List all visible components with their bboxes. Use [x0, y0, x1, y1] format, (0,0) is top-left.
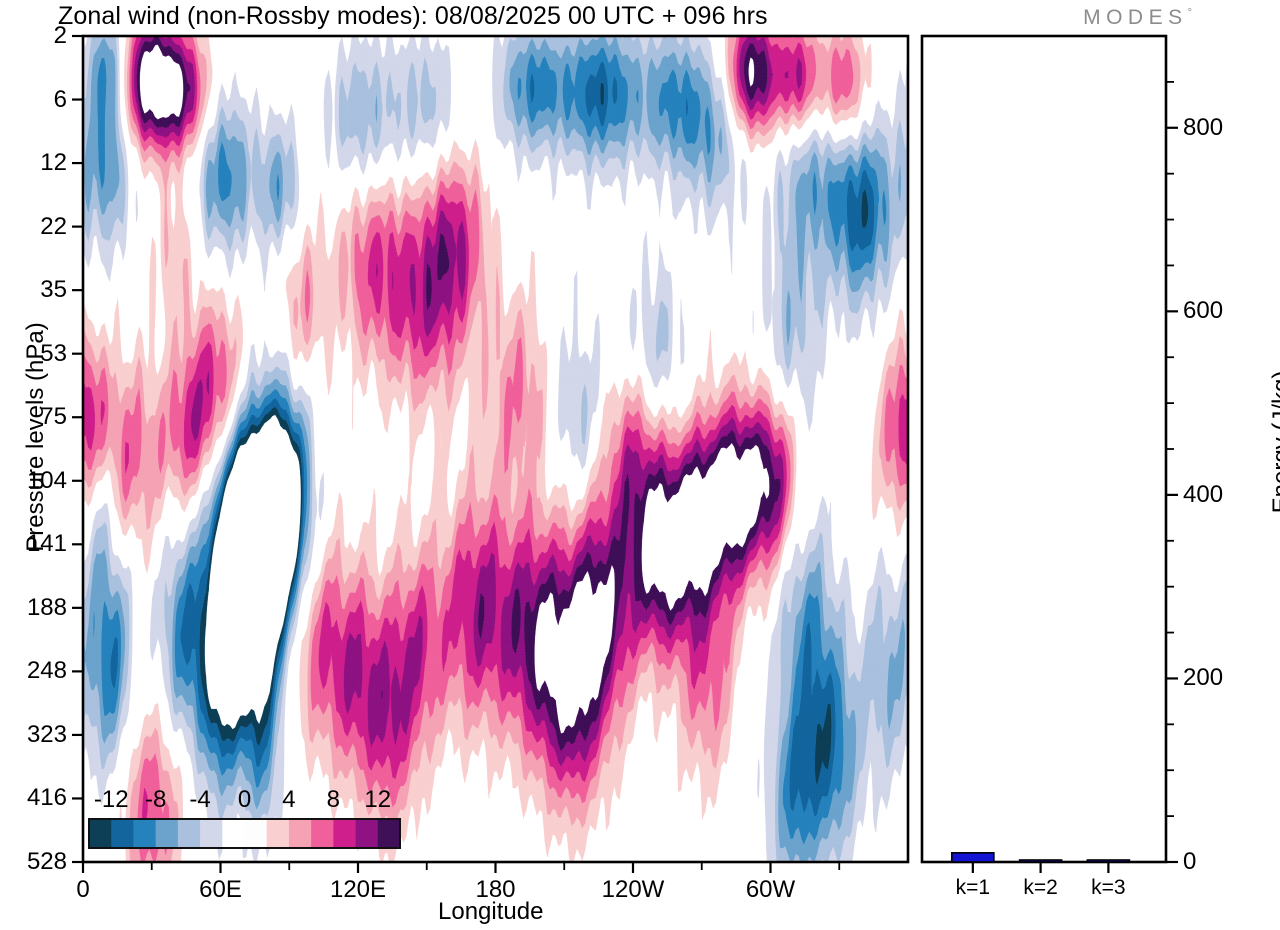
x-tick-label: 120W	[573, 876, 693, 904]
y-tick-label: 416	[0, 784, 67, 812]
y-tick-label: 141	[0, 530, 67, 558]
y-tick-label: 75	[0, 403, 67, 431]
y-tick-label: 53	[0, 340, 67, 368]
y-tick-label: 323	[0, 721, 67, 749]
colorbar-cell	[245, 819, 268, 848]
colorbar-cell	[333, 819, 356, 848]
colorbar-cell	[356, 819, 379, 848]
colorbar-cell	[222, 819, 245, 848]
energy-tick-label: 400	[1183, 481, 1223, 509]
energy-bar	[952, 853, 994, 862]
x-tick-label: 120E	[298, 876, 418, 904]
colorbar-cell	[156, 819, 179, 848]
x-tick-label: 60E	[161, 876, 281, 904]
energy-bar	[1087, 860, 1129, 862]
y-tick-label: 248	[0, 657, 67, 685]
y-tick-label: 528	[0, 848, 67, 876]
energy-tick-label: 200	[1183, 664, 1223, 692]
colorbar-cell	[89, 819, 112, 848]
y-tick-label: 12	[0, 149, 67, 177]
x-tick-label: 0	[23, 876, 143, 904]
energy-bars	[952, 853, 1130, 862]
colorbar-cell	[200, 819, 223, 848]
y-tick-label: 188	[0, 594, 67, 622]
x-tick-label: 60W	[711, 876, 831, 904]
colorbar-cell	[267, 819, 290, 848]
x-tick-label: 180	[436, 876, 556, 904]
colorbar-tick-label: 12	[338, 786, 418, 814]
y-tick-label: 6	[0, 86, 67, 114]
colorbar-cell	[111, 819, 134, 848]
energy-tick-label: 0	[1183, 848, 1196, 876]
energy-tick-label: 600	[1183, 297, 1223, 325]
y-tick-label: 22	[0, 213, 67, 241]
colorbar-cell	[178, 819, 201, 848]
contour-field	[83, 36, 908, 862]
colorbar-cell	[133, 819, 156, 848]
wavenumber-tick-label: k=3	[1058, 876, 1158, 900]
y-tick-label: 2	[0, 22, 67, 50]
colorbar-swatches	[89, 819, 400, 848]
energy-tick-label: 800	[1183, 114, 1223, 142]
y-tick-label: 35	[0, 276, 67, 304]
colorbar-cell	[378, 819, 401, 848]
energy-bar	[1020, 860, 1062, 862]
colorbar-cell	[311, 819, 334, 848]
y-tick-label: 104	[0, 467, 67, 495]
colorbar-cell	[289, 819, 312, 848]
